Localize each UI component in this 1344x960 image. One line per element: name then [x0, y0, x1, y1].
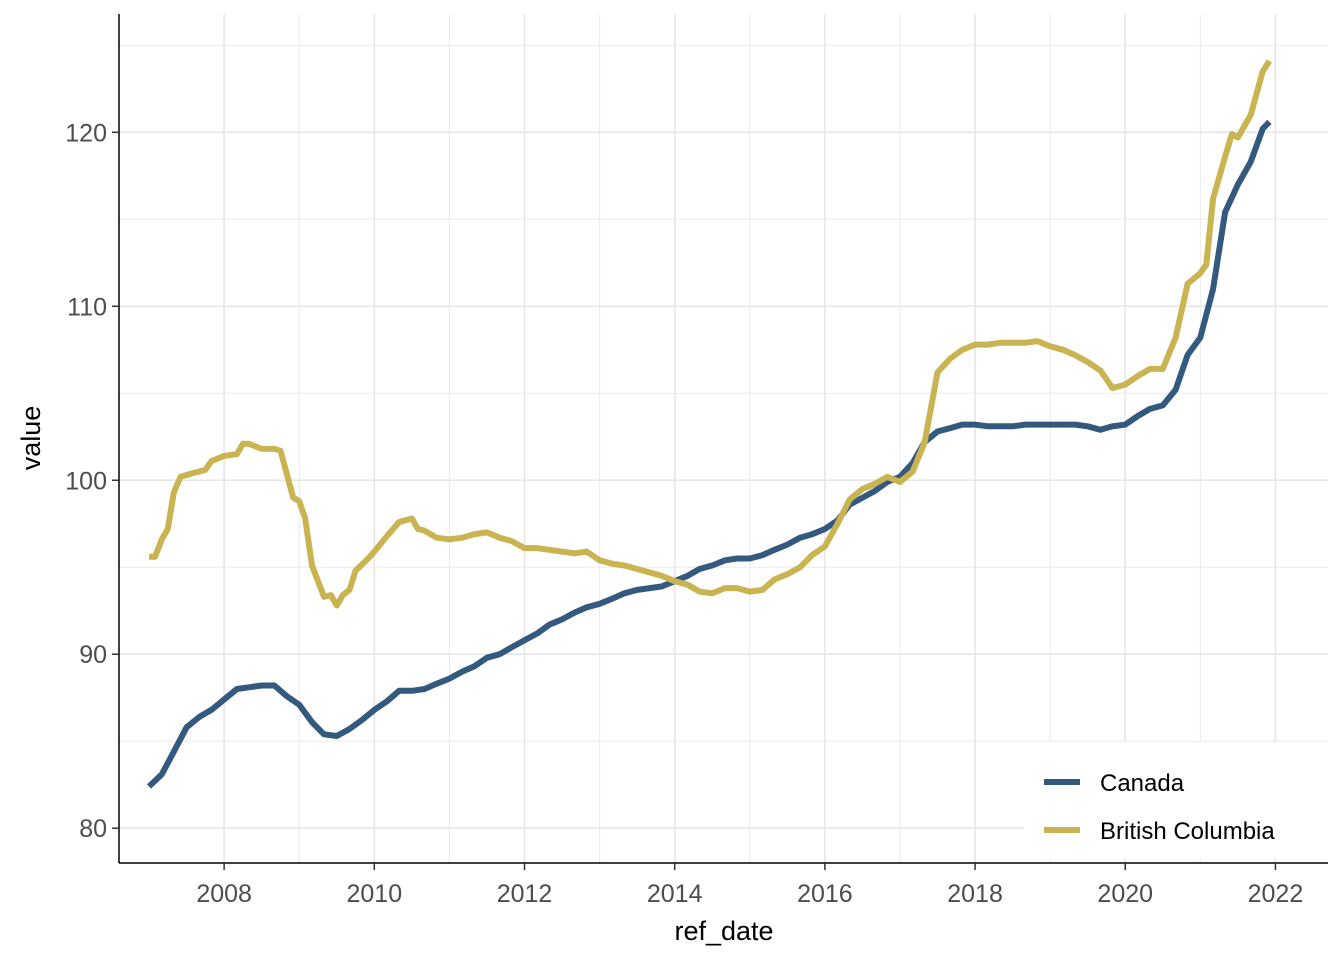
x-tick-label: 2008 [196, 880, 252, 908]
x-tick-label: 2016 [797, 880, 853, 908]
legend-label-canada: Canada [1100, 770, 1185, 797]
y-tick-label: 110 [67, 293, 107, 321]
y-tick-label: 120 [65, 119, 107, 147]
legend-label-british-columbia: British Columbia [1100, 818, 1275, 845]
y-tick-label: 100 [65, 467, 107, 495]
series-line-canada [146, 119, 1272, 789]
x-tick-label: 2022 [1248, 880, 1304, 908]
grid [119, 14, 1328, 863]
x-axis-ticks: 2008 2010 2012 2014 2016 2018 2020 2022 [196, 863, 1303, 908]
legend-background [1024, 742, 1344, 858]
series-line-british-columbia [149, 59, 1272, 609]
axes [118, 14, 1328, 864]
y-axis-ticks: 80 90 100 110 120 [65, 119, 119, 843]
legend: Canada British Columbia [1024, 742, 1344, 858]
x-axis-title: ref_date [674, 916, 773, 946]
x-tick-label: 2010 [347, 880, 403, 908]
x-tick-label: 2018 [947, 880, 1003, 908]
x-tick-label: 2014 [647, 880, 703, 908]
y-tick-label: 80 [79, 815, 107, 843]
y-axis-title: value [16, 406, 46, 471]
series-lines [146, 59, 1272, 789]
x-tick-label: 2012 [497, 880, 553, 908]
x-tick-label: 2020 [1097, 880, 1153, 908]
y-tick-label: 90 [79, 641, 107, 669]
